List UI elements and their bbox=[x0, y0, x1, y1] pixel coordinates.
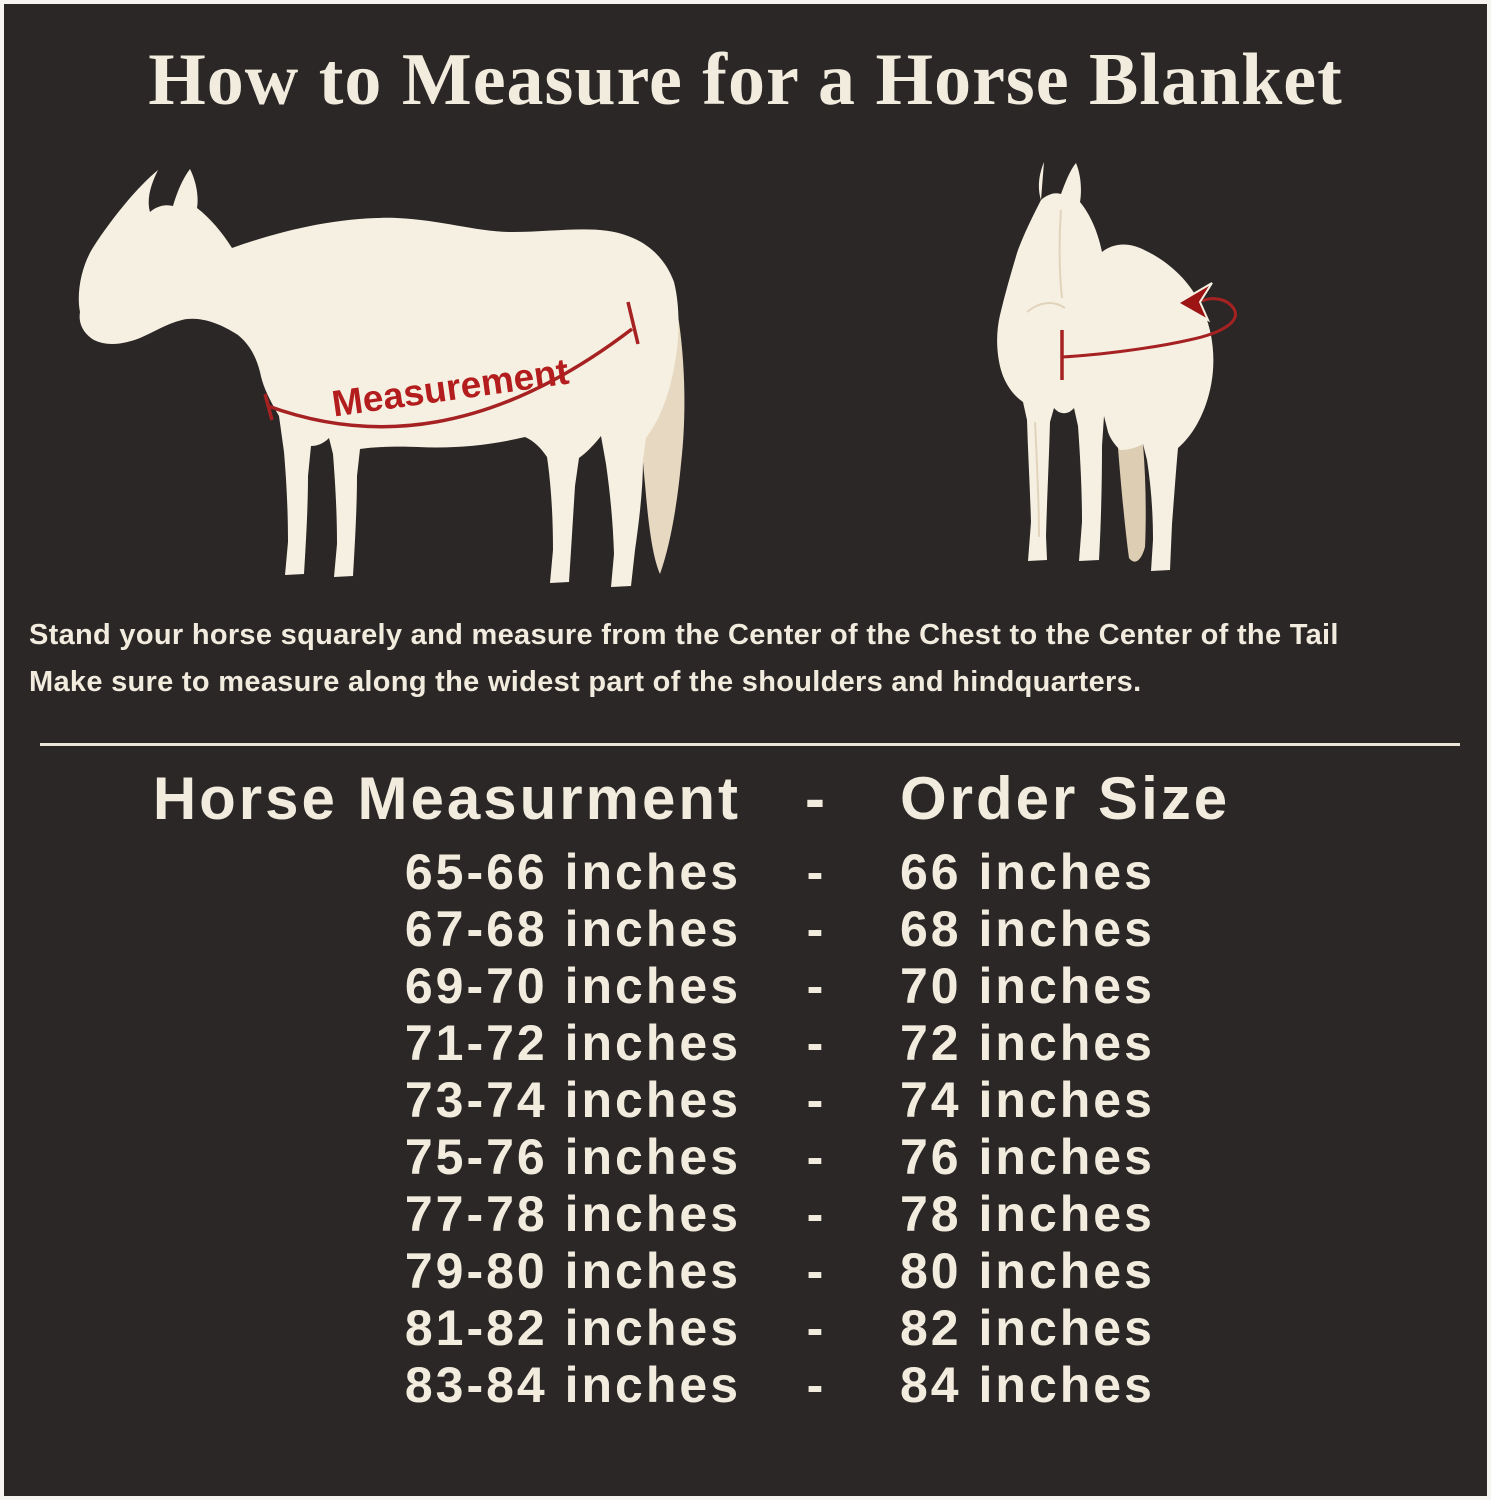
table-row: 81-82 inches - 82 inches bbox=[4, 1300, 1491, 1357]
row-measurement: 71-72 inches bbox=[404, 1015, 741, 1071]
row-order-size: 82 inches bbox=[900, 1300, 1155, 1356]
table-row: 75-76 inches - 76 inches bbox=[4, 1129, 1491, 1186]
row-order-size: 84 inches bbox=[900, 1357, 1155, 1413]
table-row: 69-70 inches - 70 inches bbox=[4, 958, 1491, 1015]
leg-crease-line bbox=[1034, 421, 1040, 538]
measurement-diagram: Measurement bbox=[4, 4, 1487, 1496]
table-row: 83-84 inches - 84 inches bbox=[4, 1357, 1491, 1414]
size-chart: Horse Measurment - Order Size 65-66 inch… bbox=[4, 758, 1491, 1414]
row-measurement: 83-84 inches bbox=[404, 1357, 741, 1413]
row-separator: - bbox=[806, 844, 827, 900]
header-separator: - bbox=[805, 765, 828, 832]
row-measurement: 69-70 inches bbox=[404, 958, 741, 1014]
infographic-background: How to Measure for a Horse Blanket Measu… bbox=[4, 4, 1487, 1496]
table-row: 79-80 inches - 80 inches bbox=[4, 1243, 1491, 1300]
row-order-size: 76 inches bbox=[900, 1129, 1155, 1185]
row-separator: - bbox=[806, 1072, 827, 1128]
header-order-size-column: Order Size bbox=[900, 765, 1231, 832]
table-row: 65-66 inches - 66 inches bbox=[4, 844, 1491, 901]
row-measurement: 79-80 inches bbox=[404, 1243, 741, 1299]
row-order-size: 72 inches bbox=[900, 1015, 1155, 1071]
row-separator: - bbox=[806, 958, 827, 1014]
horse-front-view-icon bbox=[997, 162, 1237, 571]
measurement-line-start-tick bbox=[263, 393, 274, 421]
table-row: 77-78 inches - 78 inches bbox=[4, 1186, 1491, 1243]
girth-line bbox=[1061, 297, 1237, 359]
row-separator: - bbox=[806, 1129, 827, 1185]
girth-arrowhead-icon bbox=[1176, 282, 1213, 323]
measuring-instructions: Stand your horse squarely and measure fr… bbox=[29, 612, 1477, 706]
row-separator: - bbox=[806, 1186, 827, 1242]
horse-front-body-shape bbox=[997, 162, 1214, 571]
row-order-size: 80 inches bbox=[900, 1243, 1155, 1299]
measurement-line-end-tick bbox=[626, 301, 640, 345]
row-separator: - bbox=[806, 1015, 827, 1071]
row-order-size: 70 inches bbox=[900, 958, 1155, 1014]
measurement-line bbox=[267, 327, 634, 429]
row-order-size: 66 inches bbox=[900, 844, 1155, 900]
page-title: How to Measure for a Horse Blanket bbox=[148, 39, 1343, 121]
row-separator: - bbox=[806, 901, 827, 957]
chest-crease-line bbox=[1026, 302, 1066, 313]
table-row: 71-72 inches - 72 inches bbox=[4, 1015, 1491, 1072]
row-measurement: 67-68 inches bbox=[404, 901, 741, 957]
row-measurement: 81-82 inches bbox=[404, 1300, 741, 1356]
table-row: 73-74 inches - 74 inches bbox=[4, 1072, 1491, 1129]
row-order-size: 78 inches bbox=[900, 1186, 1155, 1242]
row-separator: - bbox=[806, 1300, 827, 1356]
horse-body-shape bbox=[78, 169, 679, 587]
size-chart-rows: 65-66 inches - 66 inches 67-68 inches - … bbox=[4, 844, 1491, 1414]
instructions-line-1: Stand your horse squarely and measure fr… bbox=[29, 619, 1339, 651]
row-measurement: 75-76 inches bbox=[404, 1129, 741, 1185]
row-measurement: 77-78 inches bbox=[404, 1186, 741, 1242]
row-separator: - bbox=[806, 1243, 827, 1299]
face-crease-line bbox=[1058, 209, 1063, 299]
header-measurement-column: Horse Measurment bbox=[152, 765, 741, 832]
row-measurement: 65-66 inches bbox=[404, 844, 741, 900]
horse-side-view-icon: Measurement bbox=[78, 169, 685, 587]
row-order-size: 74 inches bbox=[900, 1072, 1155, 1128]
size-chart-header: Horse Measurment - Order Size bbox=[4, 758, 1491, 840]
section-divider bbox=[40, 743, 1460, 746]
row-measurement: 73-74 inches bbox=[404, 1072, 741, 1128]
instructions-line-2: Make sure to measure along the widest pa… bbox=[29, 666, 1142, 698]
row-separator: - bbox=[806, 1357, 827, 1413]
table-row: 67-68 inches - 68 inches bbox=[4, 901, 1491, 958]
row-order-size: 68 inches bbox=[900, 901, 1155, 957]
